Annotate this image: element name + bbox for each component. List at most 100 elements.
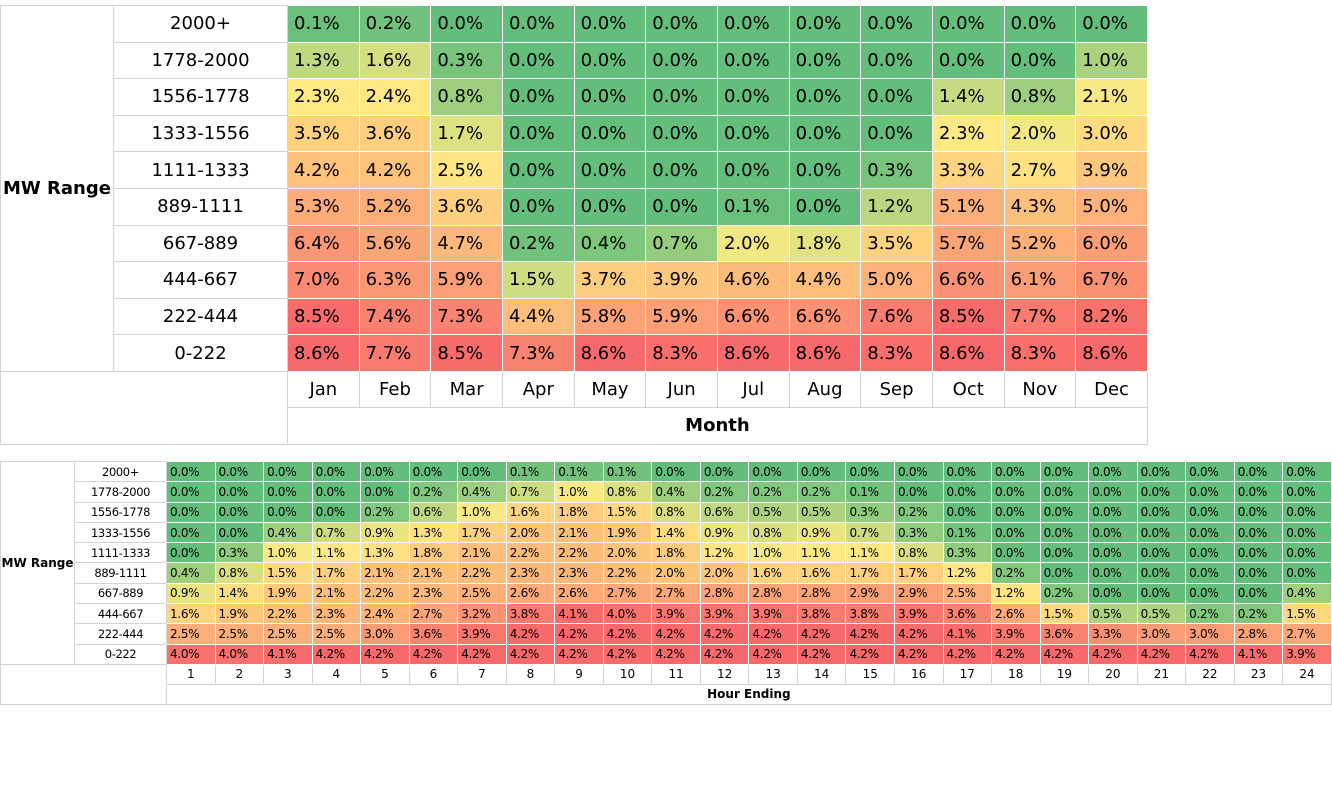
column-label: 8 xyxy=(505,663,556,685)
heat-cell: 0.9% xyxy=(360,521,410,544)
heat-cell: 2.1% xyxy=(554,521,604,544)
heat-cell: 2.5% xyxy=(942,582,993,605)
heat-cell: 0.0% xyxy=(1136,501,1187,523)
column-label: Aug xyxy=(788,370,862,408)
heat-cell: 0.9% xyxy=(699,521,750,544)
heat-cell: 0.5% xyxy=(796,501,847,523)
heat-cell: 0.0% xyxy=(860,5,933,43)
heat-cell: 0.0% xyxy=(788,151,862,189)
column-label: 17 xyxy=(942,663,993,685)
heat-cell: 3.9% xyxy=(748,603,798,625)
column-label: Oct xyxy=(931,370,1005,408)
range-label: 1333-1556 xyxy=(113,114,288,153)
heat-cell: 0.0% xyxy=(360,481,410,503)
heat-cell: 0.1% xyxy=(287,5,360,43)
range-label: 222-444 xyxy=(74,623,167,645)
column-label: Apr xyxy=(501,370,575,408)
heat-cell: 0.3% xyxy=(845,501,895,523)
heat-cell: 4.1% xyxy=(263,643,313,665)
heat-cell: 2.3% xyxy=(931,114,1005,153)
heat-cell: 0.0% xyxy=(166,501,216,523)
heat-cell: 2.5% xyxy=(311,623,362,645)
heat-cell: 4.2% xyxy=(1185,643,1235,665)
heat-cell: 0.0% xyxy=(1282,481,1332,503)
heat-cell: 1.7% xyxy=(311,562,362,584)
column-label: 7 xyxy=(457,663,507,685)
heat-cell: 0.0% xyxy=(573,78,647,116)
heat-cell: 0.8% xyxy=(1003,78,1077,116)
heat-cell: 0.0% xyxy=(1088,481,1138,503)
heat-cell: 0.4% xyxy=(651,481,701,503)
heat-cell: 0.8% xyxy=(893,542,944,564)
heat-cell: 2.0% xyxy=(651,562,701,584)
heat-cell: 0.0% xyxy=(942,460,993,483)
heat-cell: 4.2% xyxy=(748,623,798,645)
column-header: Month xyxy=(287,406,1148,445)
column-label: 15 xyxy=(845,663,895,685)
heat-cell: 0.0% xyxy=(1185,501,1235,523)
heat-cell: 0.0% xyxy=(501,78,575,116)
heat-cell: 0.5% xyxy=(1136,603,1187,625)
heat-cell: 1.6% xyxy=(358,41,432,80)
heat-cell: 0.0% xyxy=(1233,542,1284,564)
heat-cell: 3.9% xyxy=(991,623,1041,645)
heat-cell: 2.7% xyxy=(602,582,653,605)
heat-cell: 0.0% xyxy=(645,187,718,226)
heat-cell: 0.6% xyxy=(699,501,750,523)
heat-cell: 0.0% xyxy=(845,460,895,483)
heat-cell: 5.0% xyxy=(860,261,933,299)
heat-cell: 2.3% xyxy=(554,562,604,584)
heat-cell: 0.7% xyxy=(645,224,718,263)
heat-cell: 4.3% xyxy=(1003,187,1077,226)
row: 1556-1778 2.3% 2.4% 0.8% 0.0% 0.0% 0.0% 0.0% 0.0… xyxy=(1,78,1148,116)
heat-cell: 2.5% xyxy=(166,623,216,645)
heat-cell: 1.1% xyxy=(311,542,362,564)
heat-cell: 2.0% xyxy=(699,562,750,584)
heat-cell: 0.0% xyxy=(931,5,1005,43)
heat-cell: 0.0% xyxy=(166,460,216,483)
heat-cell: 0.0% xyxy=(1088,521,1138,544)
heat-cell: 0.0% xyxy=(1136,542,1187,564)
column-label: 16 xyxy=(893,663,944,685)
column-label: May xyxy=(573,370,647,408)
heat-cell: 4.2% xyxy=(1088,643,1138,665)
heat-cell: 0.3% xyxy=(860,151,933,189)
heat-cell: 0.0% xyxy=(716,114,790,153)
heat-cell: 8.5% xyxy=(430,334,503,372)
heat-cell: 4.1% xyxy=(942,623,993,645)
heat-cell: 0.7% xyxy=(505,481,556,503)
heat-cell: 2.7% xyxy=(1282,623,1332,645)
heat-cell: 0.5% xyxy=(1088,603,1138,625)
heat-cell: 0.0% xyxy=(214,521,265,544)
column-label: Feb xyxy=(358,370,432,408)
heat-cell: 2.8% xyxy=(796,582,847,605)
heat-cell: 0.0% xyxy=(1185,582,1235,605)
range-label: 444-667 xyxy=(113,261,288,299)
heat-cell: 0.0% xyxy=(788,114,862,153)
heat-cell: 1.5% xyxy=(263,562,313,584)
heat-cell: 4.2% xyxy=(796,623,847,645)
heat-cell: 0.0% xyxy=(991,521,1041,544)
heat-cell: 1.1% xyxy=(845,542,895,564)
heat-cell: 1.3% xyxy=(408,521,459,544)
range-label: 1111-1333 xyxy=(113,151,288,189)
heat-cell: 4.2% xyxy=(651,643,701,665)
row: 1111-1333 4.2% 4.2% 2.5% 0.0% 0.0% 0.0% 0.0% 0.0… xyxy=(1,151,1148,189)
heat-cell: 3.5% xyxy=(860,224,933,263)
row: 1556-1778 0.0% 0.0% 0.0% 0.0% 0.2% 0.6% 1.0% 1.6… xyxy=(1,501,1332,523)
heat-cell: 1.0% xyxy=(457,501,507,523)
heat-cell: 0.0% xyxy=(166,521,216,544)
heat-cell: 2.6% xyxy=(505,582,556,605)
heat-cell: 1.2% xyxy=(699,542,750,564)
heat-cell: 0.0% xyxy=(263,460,313,483)
column-label: 18 xyxy=(991,663,1041,685)
heat-cell: 0.0% xyxy=(214,460,265,483)
row-header: MW Range xyxy=(0,461,75,665)
heat-cell: 2.8% xyxy=(748,582,798,605)
heat-cell: 2.1% xyxy=(360,562,410,584)
column-label: Jan xyxy=(287,370,360,408)
column-label: Dec xyxy=(1075,370,1148,408)
heat-cell: 4.0% xyxy=(602,603,653,625)
heat-cell: 1.9% xyxy=(602,521,653,544)
heat-cell: 4.4% xyxy=(788,261,862,299)
